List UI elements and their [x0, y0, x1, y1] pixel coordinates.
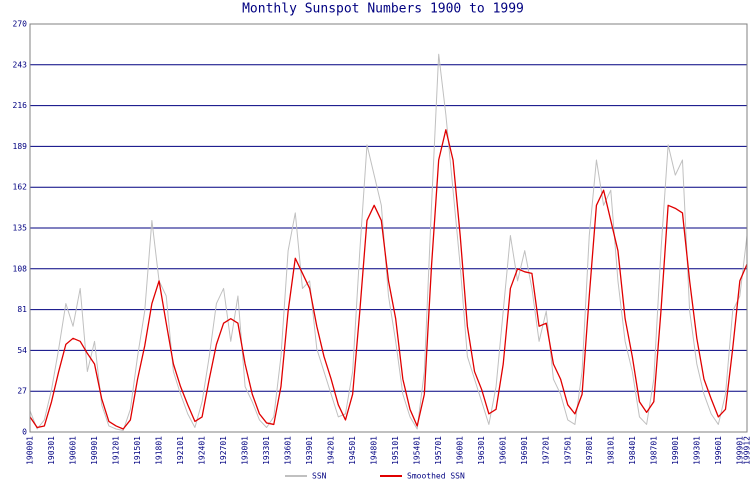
y-tick-label: 135	[13, 224, 28, 233]
x-tick-label: 198401	[628, 436, 637, 465]
x-tick-label: 192101	[176, 436, 185, 465]
y-tick-label: 54	[17, 346, 27, 355]
x-tick-label: 192401	[198, 436, 207, 465]
y-tick-label: 27	[17, 387, 27, 396]
x-tick-label: 198101	[606, 436, 615, 465]
x-tick-label: 193601	[284, 436, 293, 465]
y-tick-label: 162	[13, 183, 28, 192]
x-tick-label: 190601	[69, 436, 78, 465]
x-tick-label: 190001	[26, 436, 35, 465]
x-tick-label: 194801	[370, 436, 379, 465]
x-tick-label: 196601	[499, 436, 508, 465]
y-tick-label: 108	[13, 264, 28, 273]
x-tick-label: 193301	[262, 436, 271, 465]
y-tick-label: 243	[13, 60, 28, 69]
x-tick-label: 195701	[434, 436, 443, 465]
x-tick-label: 191201	[112, 436, 121, 465]
x-tick-label: 193001	[241, 436, 250, 465]
legend-label: SSN	[312, 472, 327, 481]
chart-title: Monthly Sunspot Numbers 1900 to 1999	[242, 2, 524, 17]
y-tick-label: 189	[13, 142, 28, 151]
x-tick-label: 194201	[327, 436, 336, 465]
x-tick-label: 190901	[90, 436, 99, 465]
x-tick-label: 197801	[585, 436, 594, 465]
x-tick-label: 197201	[542, 436, 551, 465]
x-tick-label: 193901	[305, 436, 314, 465]
legend: SSN Smoothed SSN	[285, 472, 465, 481]
x-tick-label: 190301	[47, 436, 56, 465]
y-tick-label: 0	[22, 428, 27, 437]
x-tick-label: 199301	[692, 436, 701, 465]
y-tick-label: 81	[17, 305, 27, 314]
x-tick-label: 194501	[348, 436, 357, 465]
x-tick-label: 198701	[649, 436, 658, 465]
x-tick-label: 196901	[520, 436, 529, 465]
x-tick-label: 196001	[456, 436, 465, 465]
x-tick-label: 197501	[563, 436, 572, 465]
x-tick-label: 199912	[743, 436, 750, 465]
legend-label: Smoothed SSN	[407, 472, 465, 481]
x-tick-label: 199601	[714, 436, 723, 465]
x-tick-label: 195401	[413, 436, 422, 465]
grid	[30, 24, 747, 432]
x-tick-label: 199001	[671, 436, 680, 465]
x-tick-label: 195101	[391, 436, 400, 465]
x-tick-label: 192701	[219, 436, 228, 465]
x-tick-label: 191801	[155, 436, 164, 465]
y-tick-label: 270	[13, 20, 28, 29]
x-tick-label: 191501	[133, 436, 142, 465]
x-tick-label: 196301	[477, 436, 486, 465]
y-tick-label: 216	[13, 101, 28, 110]
